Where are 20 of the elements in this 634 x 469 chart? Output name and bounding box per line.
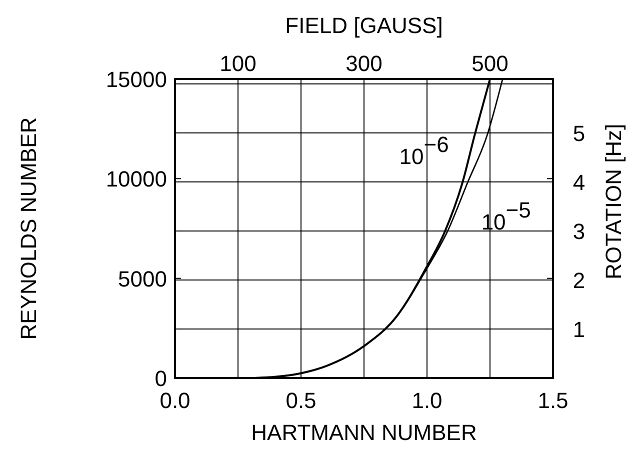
x2-tick-label: 300 (346, 51, 382, 76)
y2-tick-label: 1 (572, 316, 586, 342)
x-tick-label: 0.0 (160, 388, 190, 413)
y2-axis-title: ROTATION [Hz] (601, 124, 626, 280)
y2-tick-label: 2 (572, 268, 586, 293)
y-tick-label: 10000 (106, 166, 167, 192)
x-tick-label: 0.5 (286, 388, 316, 413)
y2-tick-label: 4 (572, 170, 586, 195)
x2-tick-label: 100 (220, 51, 256, 76)
y-axis-title: REYNOLDS NUMBER (16, 117, 41, 340)
y2-tick-label: 5 (572, 120, 586, 146)
x-tick-label: 1.0 (412, 388, 442, 413)
x-axis-title: HARTMANN NUMBER (251, 420, 477, 445)
y2-tick-label: 3 (572, 218, 586, 244)
y-tick-label: 0 (154, 366, 167, 391)
x2-axis-title: FIELD [GAUSS] (285, 13, 443, 38)
y-tick-label: 5000 (118, 266, 167, 292)
x2-tick-label: 500 (472, 51, 508, 76)
x-tick-label: 1.5 (538, 388, 568, 413)
y-tick-label: 15000 (106, 67, 167, 92)
